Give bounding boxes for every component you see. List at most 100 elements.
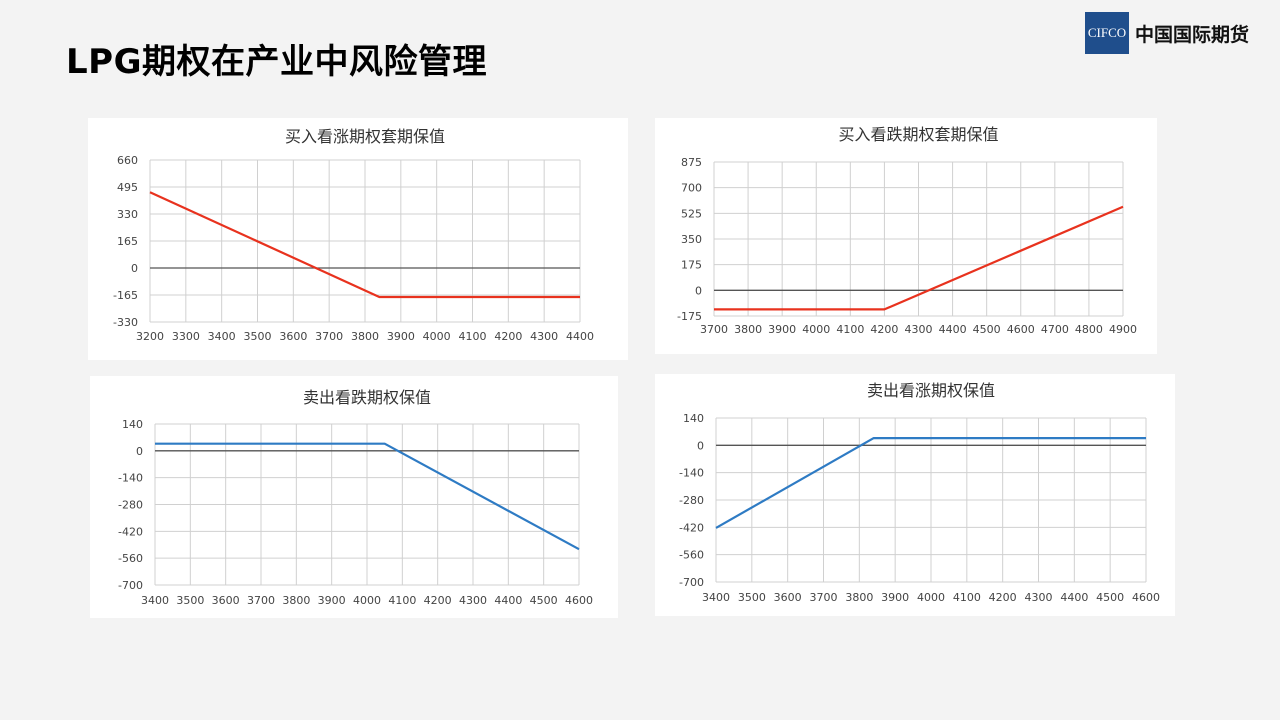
chart-title: 卖出看涨期权保值	[867, 381, 995, 400]
x-tick-label: 4300	[530, 330, 558, 343]
x-tick-label: 3500	[176, 594, 204, 607]
x-tick-label: 4400	[939, 323, 967, 336]
y-tick-label: 140	[683, 412, 704, 425]
y-tick-label: -420	[679, 521, 704, 534]
y-tick-label: 495	[117, 181, 138, 194]
y-tick-label: 0	[695, 284, 702, 297]
y-tick-label: 660	[117, 154, 138, 167]
logo-badge: CIFCO	[1085, 12, 1129, 54]
x-tick-label: 4300	[459, 594, 487, 607]
x-tick-label: 4400	[1060, 591, 1088, 604]
x-tick-label: 4600	[1007, 323, 1035, 336]
x-tick-label: 4000	[423, 330, 451, 343]
y-tick-label: -140	[118, 472, 143, 485]
x-tick-label: 3700	[247, 594, 275, 607]
x-tick-label: 4400	[494, 594, 522, 607]
chart-panel-sell-put: 卖出看跌期权保值 140 0 -140 -280 -420 -560 -700 3400 3500…	[90, 376, 618, 618]
chart-title: 买入看跌期权套期保值	[838, 125, 998, 144]
x-tick-label: 4100	[388, 594, 416, 607]
chart-panel-buy-call: 买入看涨期权套期保值 660 495 330 165 0 -165 -330 3200 3300 3…	[88, 118, 628, 360]
y-tick-label: -560	[679, 549, 704, 562]
series-line	[714, 205, 1124, 311]
page-title: LPG期权在产业中风险管理	[66, 42, 487, 82]
chart-title: 买入看涨期权套期保值	[285, 127, 445, 146]
x-tick-label: 4500	[530, 594, 558, 607]
x-tick-label: 4100	[953, 591, 981, 604]
x-tick-label: 4000	[802, 323, 830, 336]
x-tick-label: 4200	[989, 591, 1017, 604]
y-tick-label: -330	[113, 316, 138, 329]
logo-name: 中国国际期货	[1135, 23, 1250, 46]
x-tick-label: 4200	[870, 323, 898, 336]
x-tick-label: 4800	[1075, 323, 1103, 336]
x-tick-label: 4500	[1096, 591, 1124, 604]
y-tick-label: -560	[118, 552, 143, 565]
x-tick-label: 3800	[845, 591, 873, 604]
x-tick-label: 4000	[917, 591, 945, 604]
x-tick-label: 3900	[318, 594, 346, 607]
x-tick-label: 4100	[459, 330, 487, 343]
y-tick-label: -700	[118, 579, 143, 592]
y-tick-label: -175	[677, 310, 702, 323]
series-line	[715, 436, 1146, 529]
x-tick-label: 4000	[353, 594, 381, 607]
x-tick-label: 3900	[881, 591, 909, 604]
x-tick-label: 3700	[315, 330, 343, 343]
x-tick-label: 3700	[810, 591, 838, 604]
x-tick-label: 3500	[738, 591, 766, 604]
y-tick-label: -140	[679, 467, 704, 480]
x-tick-label: 4500	[973, 323, 1001, 336]
y-tick-label: 0	[136, 445, 143, 458]
y-tick-label: 875	[681, 156, 702, 169]
x-tick-label: 4400	[566, 330, 594, 343]
x-tick-label: 3400	[141, 594, 169, 607]
series-line	[149, 191, 580, 299]
x-tick-label: 3800	[282, 594, 310, 607]
chart-title: 卖出看跌期权保值	[303, 388, 431, 407]
x-tick-label: 3200	[136, 330, 164, 343]
x-tick-label: 3700	[700, 323, 728, 336]
y-tick-label: -280	[118, 499, 143, 512]
y-tick-label: -165	[113, 289, 138, 302]
company-logo: CIFCO 中国国际期货	[1085, 12, 1249, 54]
y-tick-label: 140	[122, 418, 143, 431]
x-tick-label: 3900	[768, 323, 796, 336]
chart-svg: 卖出看跌期权保值 140 0 -140 -280 -420 -560 -700 3400 3500…	[118, 388, 593, 607]
x-tick-label: 3600	[212, 594, 240, 607]
y-tick-label: 0	[131, 262, 138, 275]
x-tick-label: 3800	[351, 330, 379, 343]
x-tick-label: 4300	[905, 323, 933, 336]
series-line	[155, 442, 580, 551]
chart-panel-buy-put: 买入看跌期权套期保值 875 700 525 350 175 0 -175 3700 3800 39…	[655, 118, 1157, 354]
y-tick-label: -700	[679, 576, 704, 589]
y-tick-label: 350	[681, 233, 702, 246]
x-tick-label: 3400	[208, 330, 236, 343]
y-tick-label: -280	[679, 494, 704, 507]
x-tick-label: 3600	[774, 591, 802, 604]
x-tick-label: 3500	[244, 330, 272, 343]
x-tick-label: 3600	[279, 330, 307, 343]
x-tick-label: 4700	[1041, 323, 1069, 336]
x-tick-label: 3900	[387, 330, 415, 343]
x-tick-label: 4600	[565, 594, 593, 607]
x-tick-label: 4200	[494, 330, 522, 343]
chart-panel-sell-call: 卖出看涨期权保值 140 0 -140 -280 -420 -560 -700 3400 3500…	[655, 374, 1175, 616]
chart-svg: 卖出看涨期权保值 140 0 -140 -280 -420 -560 -700 3400 3500…	[679, 381, 1160, 604]
x-tick-label: 3300	[172, 330, 200, 343]
y-tick-label: 525	[681, 207, 702, 220]
x-tick-label: 4300	[1025, 591, 1053, 604]
y-tick-label: 175	[681, 259, 702, 272]
y-tick-label: -420	[118, 525, 143, 538]
x-tick-label: 4600	[1132, 591, 1160, 604]
x-tick-label: 3800	[734, 323, 762, 336]
x-tick-label: 3400	[702, 591, 730, 604]
y-tick-label: 165	[117, 235, 138, 248]
x-tick-label: 4900	[1109, 323, 1137, 336]
y-tick-label: 0	[697, 439, 704, 452]
y-tick-label: 700	[681, 182, 702, 195]
x-tick-label: 4200	[424, 594, 452, 607]
x-tick-label: 4100	[836, 323, 864, 336]
y-tick-label: 330	[117, 208, 138, 221]
